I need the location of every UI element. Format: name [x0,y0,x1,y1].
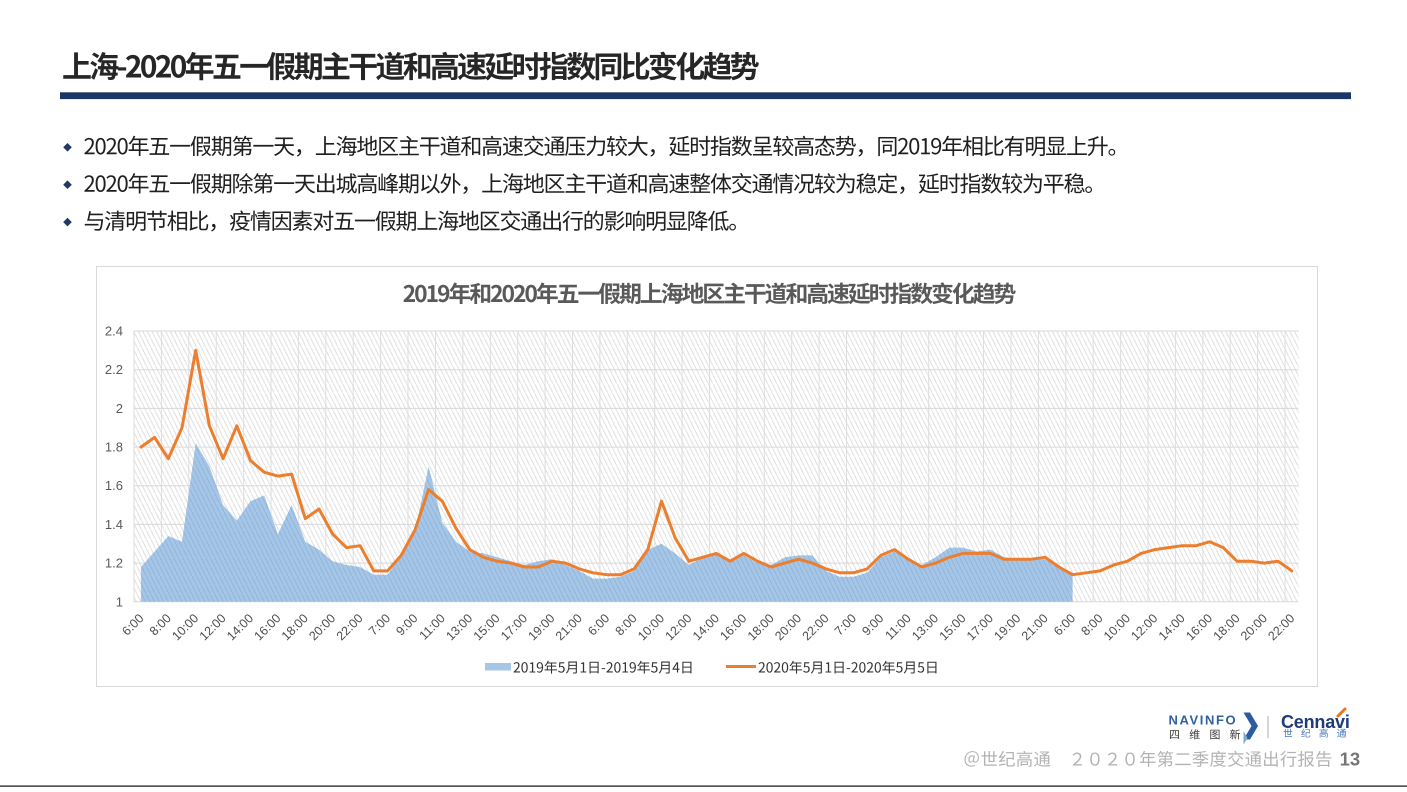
svg-text:1.4: 1.4 [105,517,123,532]
svg-text:2: 2 [116,401,123,416]
svg-text:1.6: 1.6 [105,478,123,493]
svg-text:13: 13 [1340,749,1361,770]
svg-text:2.4: 2.4 [105,324,123,339]
svg-text:1: 1 [116,594,123,609]
svg-text:1.2: 1.2 [105,556,123,571]
svg-text:NAVINFO: NAVINFO [1169,713,1238,728]
svg-text:Cennavi: Cennavi [1281,712,1350,732]
svg-text:2.2: 2.2 [105,362,123,377]
svg-text:1.8: 1.8 [105,440,123,455]
